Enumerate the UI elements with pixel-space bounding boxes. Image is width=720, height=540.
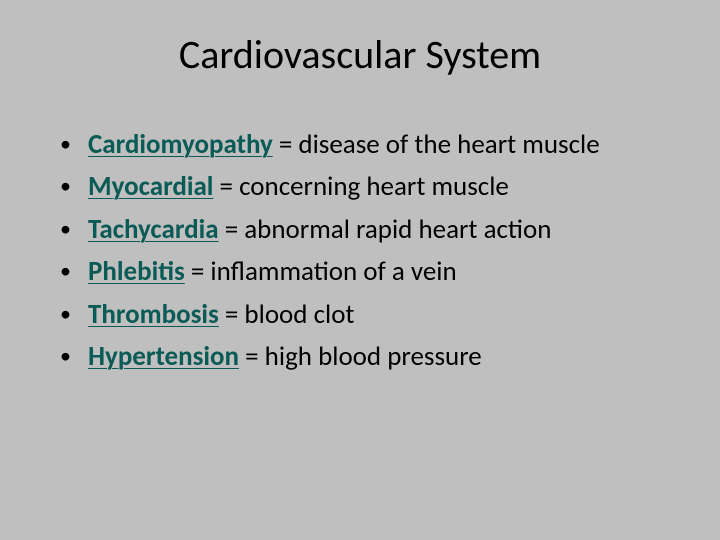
- term: Myocardial: [88, 170, 213, 203]
- term: Cardiomyopathy: [88, 128, 273, 161]
- bullet-icon: •: [60, 256, 88, 286]
- definition: = blood clot: [219, 298, 355, 331]
- term: Phlebitis: [88, 255, 185, 288]
- term: Hypertension: [88, 340, 239, 373]
- list-item: • Phlebitis = inflammation of a vein: [60, 254, 680, 290]
- term: Thrombosis: [88, 298, 219, 331]
- term-list: • Cardiomyopathy = disease of the heart …: [40, 127, 680, 376]
- definition: = abnormal rapid heart action: [219, 213, 552, 246]
- list-item: • Tachycardia = abnormal rapid heart act…: [60, 212, 680, 248]
- bullet-icon: •: [60, 341, 88, 371]
- term: Tachycardia: [88, 213, 219, 246]
- bullet-icon: •: [60, 171, 88, 201]
- definition: = disease of the heart muscle: [273, 128, 600, 161]
- list-item: • Cardiomyopathy = disease of the heart …: [60, 127, 680, 163]
- page-title: Cardiovascular System: [40, 30, 680, 79]
- bullet-icon: •: [60, 214, 88, 244]
- list-item: • Myocardial = concerning heart muscle: [60, 169, 680, 205]
- list-item: • Thrombosis = blood clot: [60, 297, 680, 333]
- definition: = inflammation of a vein: [185, 255, 457, 288]
- bullet-icon: •: [60, 129, 88, 159]
- list-item: • Hypertension = high blood pressure: [60, 339, 680, 375]
- definition: = high blood pressure: [239, 340, 482, 373]
- definition: = concerning heart muscle: [213, 170, 508, 203]
- bullet-icon: •: [60, 299, 88, 329]
